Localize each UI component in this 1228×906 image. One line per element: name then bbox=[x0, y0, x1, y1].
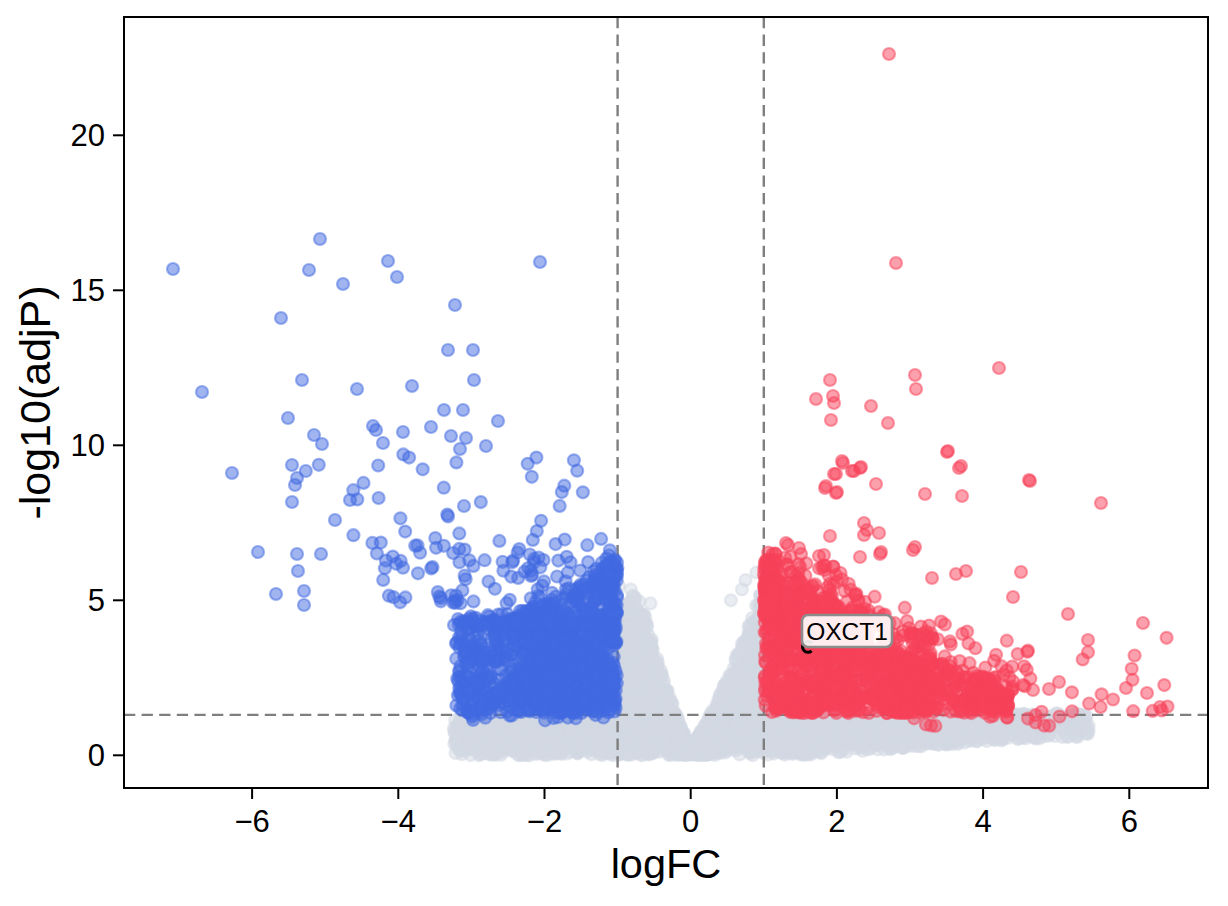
svg-text:−2: −2 bbox=[527, 804, 562, 839]
svg-text:20: 20 bbox=[71, 118, 105, 153]
svg-text:0: 0 bbox=[682, 804, 699, 839]
svg-text:-log10(adjP): -log10(adjP) bbox=[11, 285, 59, 519]
svg-text:10: 10 bbox=[71, 428, 105, 463]
svg-text:6: 6 bbox=[1121, 804, 1138, 839]
svg-text:4: 4 bbox=[974, 804, 991, 839]
svg-text:5: 5 bbox=[88, 583, 105, 618]
svg-text:OXCT1: OXCT1 bbox=[806, 618, 888, 645]
svg-text:−4: −4 bbox=[381, 804, 416, 839]
svg-text:0: 0 bbox=[88, 738, 105, 773]
svg-text:−6: −6 bbox=[234, 804, 269, 839]
svg-text:15: 15 bbox=[71, 273, 105, 308]
svg-text:2: 2 bbox=[828, 804, 845, 839]
svg-text:logFC: logFC bbox=[611, 840, 722, 887]
